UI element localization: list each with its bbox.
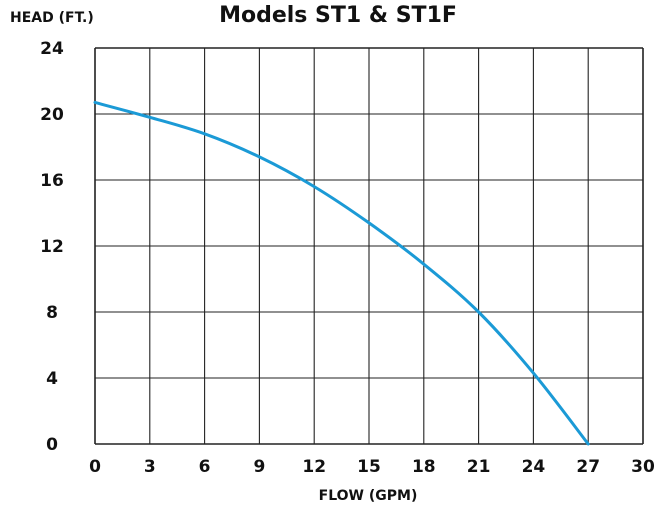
x-tick-label: 9 (253, 457, 265, 477)
x-axis-title: FLOW (GPM) (319, 488, 418, 504)
curve-point (93, 101, 97, 104)
x-tick-label: 12 (302, 457, 326, 477)
performance-curve-line (93, 100, 590, 446)
y-axis-title: HEAD (FT.) (10, 10, 94, 26)
x-tick-label: 21 (467, 457, 491, 477)
y-tick-label: 0 (46, 435, 58, 455)
y-tick-label: 12 (40, 237, 64, 257)
grid (94, 47, 644, 445)
y-tick-label: 16 (40, 171, 64, 191)
curve-point (313, 185, 316, 188)
y-tick-labels: 0 4 8 12 16 20 24 (40, 39, 64, 455)
x-tick-label: 27 (576, 457, 600, 477)
curve-point (367, 221, 371, 225)
x-tick-label: 18 (412, 457, 436, 477)
x-tick-label: 0 (89, 457, 101, 477)
curve-point (587, 442, 590, 446)
y-tick-label: 24 (40, 39, 64, 59)
curve-point (203, 132, 206, 135)
y-tick-label: 4 (46, 369, 58, 389)
curve-point (148, 116, 151, 119)
y-tick-label: 20 (40, 105, 64, 125)
x-tick-label: 15 (357, 457, 381, 477)
curve-point (477, 310, 480, 314)
x-tick-label: 6 (199, 457, 211, 477)
curve-point (422, 262, 425, 266)
curve-point (532, 371, 535, 375)
series-group (93, 100, 590, 446)
curve-point (258, 155, 261, 159)
x-tick-label: 3 (144, 457, 156, 477)
x-tick-label: 30 (631, 457, 655, 477)
x-tick-labels: 0 3 6 9 12 15 18 21 24 27 30 (89, 457, 655, 477)
y-tick-label: 8 (46, 303, 58, 323)
chart-title: Models ST1 & ST1F (219, 3, 457, 28)
x-tick-label: 24 (522, 457, 546, 477)
